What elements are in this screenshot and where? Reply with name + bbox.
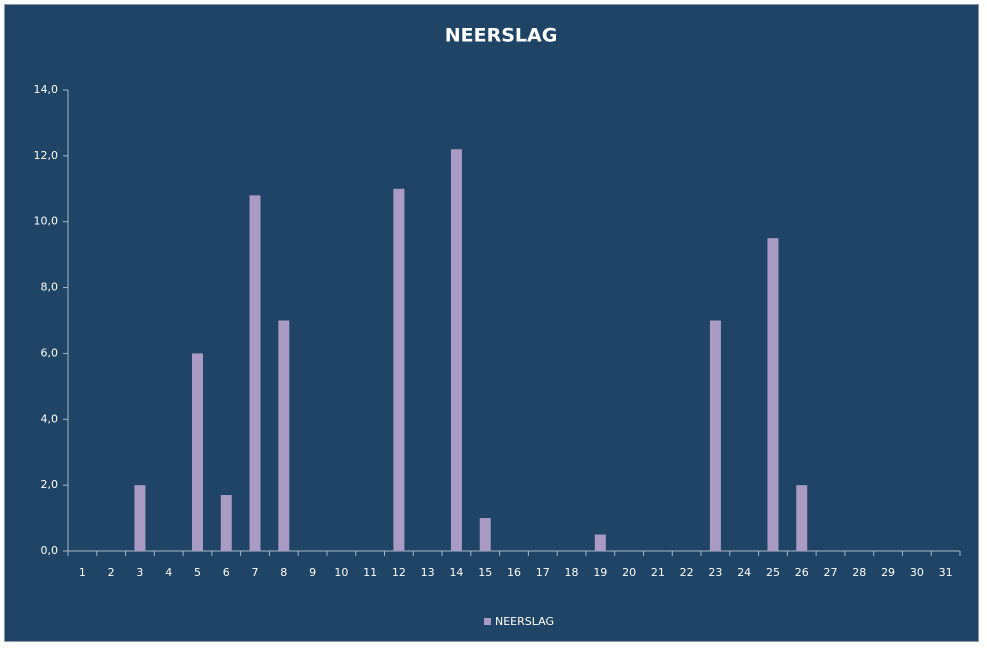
x-tick-label: 20 — [622, 566, 636, 579]
x-tick-label: 12 — [392, 566, 406, 579]
bar — [220, 495, 232, 551]
chart-title: NEERSLAG — [445, 25, 558, 47]
legend-marker — [484, 618, 491, 625]
bar — [796, 485, 808, 551]
bar — [249, 195, 261, 551]
x-tick-label: 16 — [507, 566, 521, 579]
x-tick-label: 1 — [79, 566, 86, 579]
bar — [709, 320, 721, 551]
x-tick-label: 31 — [939, 566, 953, 579]
x-tick-label: 11 — [363, 566, 377, 579]
y-tick-label: 12,0 — [34, 149, 59, 162]
x-tick-label: 22 — [680, 566, 694, 579]
x-tick-label: 5 — [194, 566, 201, 579]
x-tick-label: 13 — [421, 566, 435, 579]
x-tick-label: 27 — [824, 566, 838, 579]
bar — [767, 238, 779, 551]
y-tick-label: 8,0 — [41, 281, 59, 294]
x-tick-label: 3 — [136, 566, 143, 579]
bar — [278, 320, 290, 551]
x-tick-label: 9 — [309, 566, 316, 579]
y-tick-label: 10,0 — [34, 215, 59, 228]
y-tick-label: 4,0 — [41, 412, 59, 425]
chart-background — [4, 4, 979, 642]
x-tick-label: 26 — [795, 566, 809, 579]
x-tick-label: 17 — [536, 566, 550, 579]
bar — [450, 149, 462, 551]
bar — [191, 353, 203, 551]
x-tick-label: 4 — [165, 566, 172, 579]
x-tick-label: 15 — [478, 566, 492, 579]
x-tick-label: 14 — [449, 566, 463, 579]
bar — [479, 518, 491, 551]
x-tick-label: 21 — [651, 566, 665, 579]
x-tick-label: 10 — [334, 566, 348, 579]
x-tick-label: 28 — [852, 566, 866, 579]
bar — [134, 485, 146, 551]
legend-label: NEERSLAG — [495, 615, 554, 628]
x-tick-label: 19 — [593, 566, 607, 579]
bar — [393, 188, 405, 552]
x-tick-label: 25 — [766, 566, 780, 579]
x-tick-label: 18 — [565, 566, 579, 579]
bar — [594, 534, 606, 551]
x-tick-label: 24 — [737, 566, 751, 579]
x-tick-label: 30 — [910, 566, 924, 579]
x-tick-label: 6 — [223, 566, 230, 579]
x-tick-label: 29 — [881, 566, 895, 579]
y-tick-label: 14,0 — [34, 83, 59, 96]
y-tick-label: 2,0 — [41, 478, 59, 491]
x-tick-label: 2 — [108, 566, 115, 579]
x-tick-label: 8 — [280, 566, 287, 579]
x-tick-label: 7 — [252, 566, 259, 579]
y-tick-label: 0,0 — [41, 544, 59, 557]
x-tick-label: 23 — [708, 566, 722, 579]
y-tick-label: 6,0 — [41, 346, 59, 359]
